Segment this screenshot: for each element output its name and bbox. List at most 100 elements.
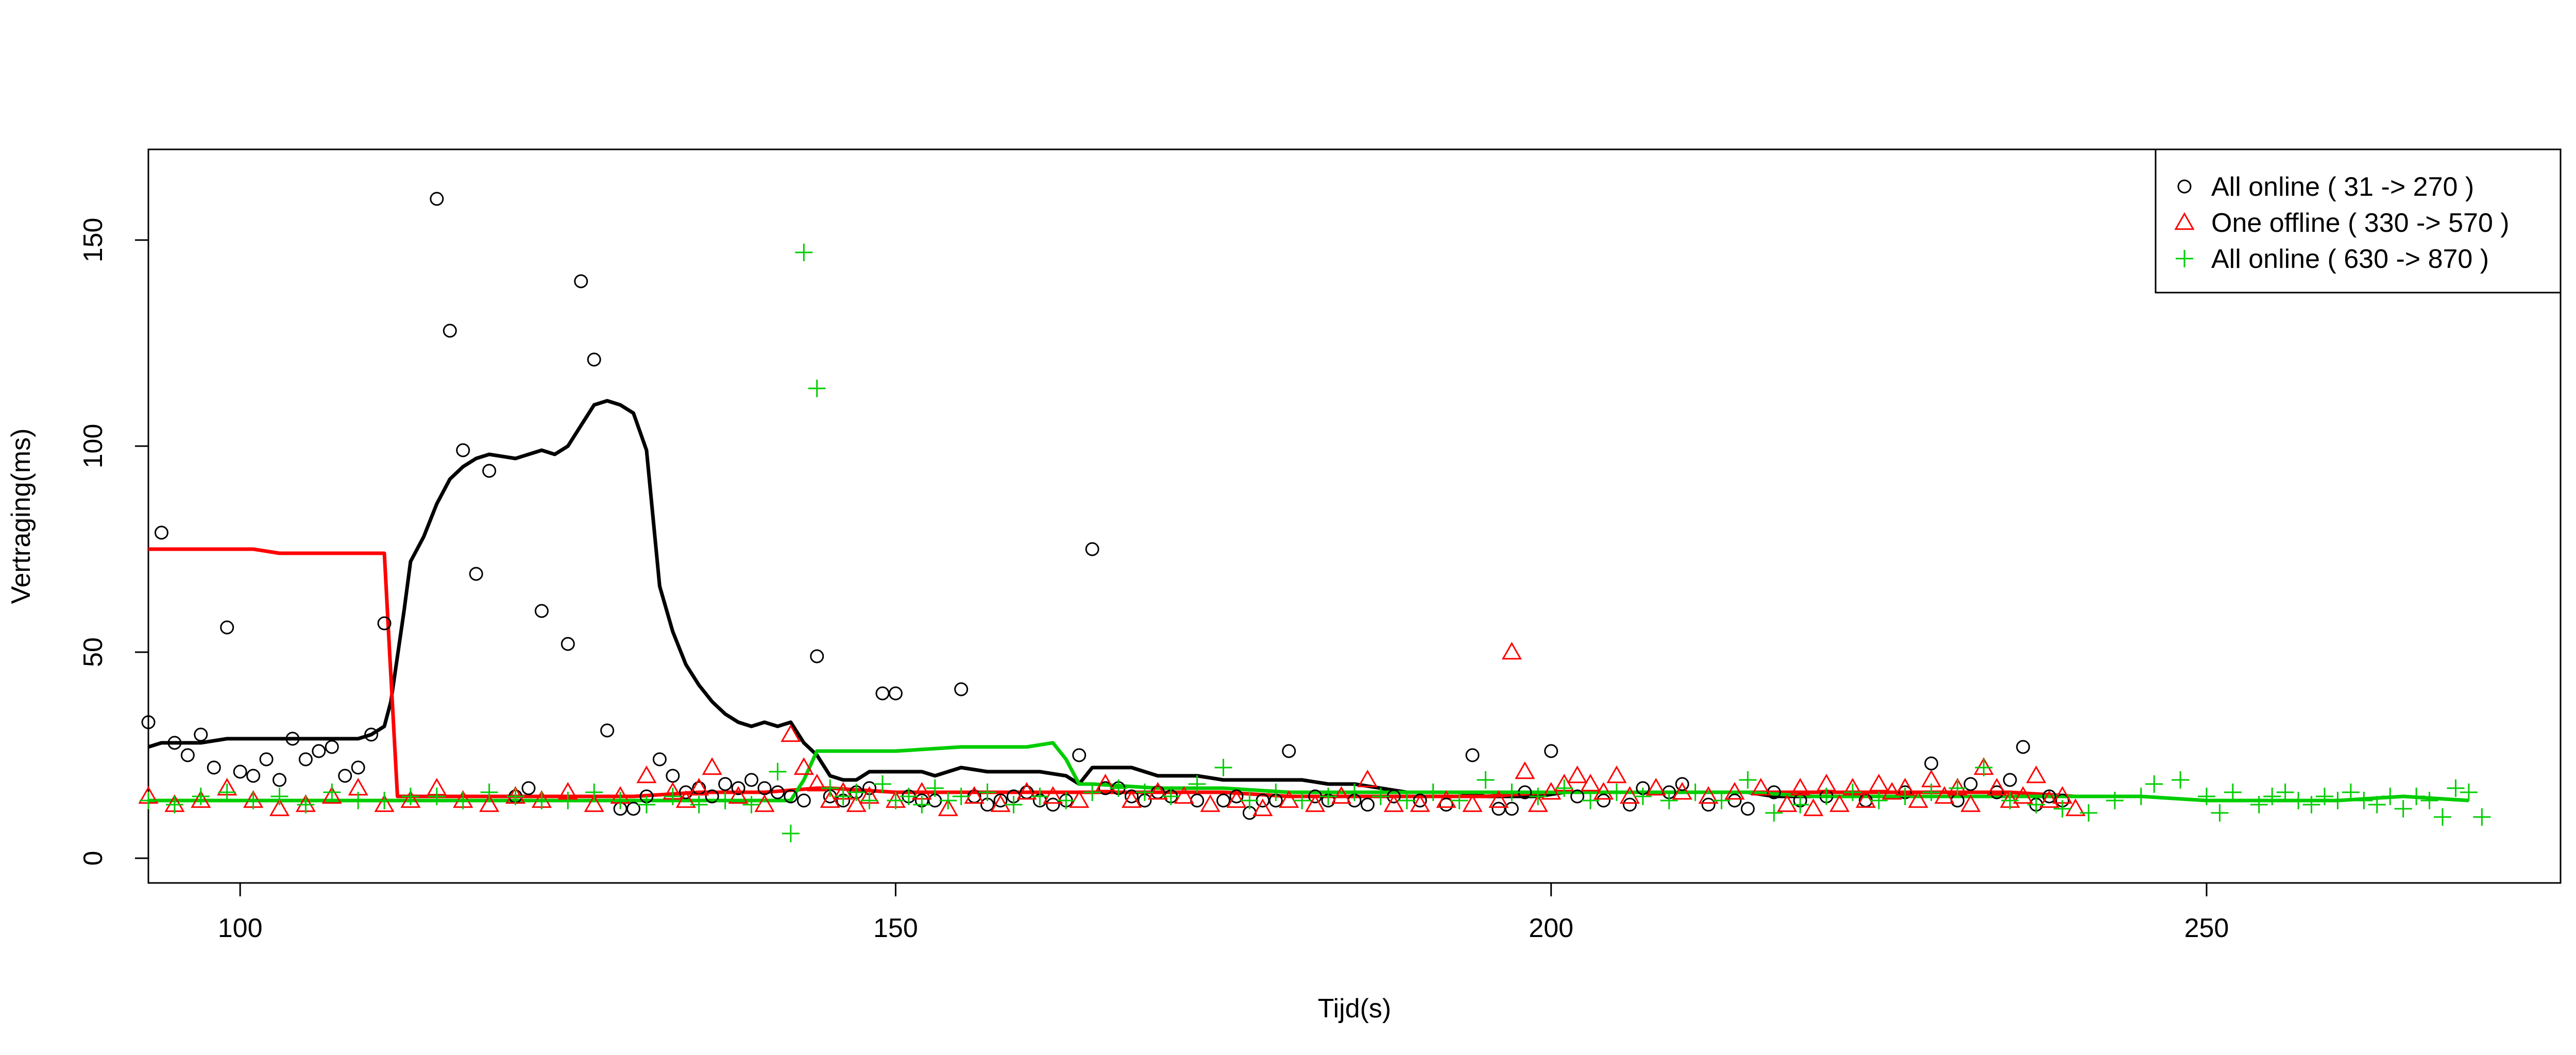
y-tick-label: 50 [78,637,108,667]
data-point [194,727,208,742]
data-point [233,764,247,779]
trend-line-1 [147,399,2063,798]
data-point [338,769,352,783]
data-point [1646,777,1666,796]
x-tick-label: 200 [1529,913,1573,943]
data-point [887,792,905,809]
data-point [796,793,811,808]
data-point [2079,804,2097,822]
series-1-points [141,192,2070,820]
data-point [1504,802,1519,816]
data-point [2302,796,2320,813]
data-point [860,792,878,809]
legend-item: All online ( 630 -> 870 ) [2176,244,2489,274]
data-point [1593,781,1614,800]
data-point [2433,808,2451,826]
data-point [636,765,657,784]
data-point [1293,792,1311,809]
data-point [1739,771,1757,789]
data-point [2290,792,2308,809]
data-point [1136,784,1154,801]
data-point [2460,784,2478,801]
data-point [2211,804,2229,822]
data-point [456,443,470,457]
data-point [1371,788,1389,805]
data-point [1869,773,1889,792]
data-point [180,748,195,762]
data-point [298,752,313,767]
data-point [1790,777,1810,796]
data-point [1751,777,1771,796]
data-point [1200,794,1221,812]
data-point [1305,794,1326,812]
data-point [2355,792,2373,809]
data-point [754,794,775,812]
data-point [689,777,709,796]
x-tick-label: 150 [873,913,918,943]
data-point [848,784,866,801]
data-point [482,464,497,478]
data-point [1896,788,1914,805]
data-point [1948,779,1967,797]
data-point [2250,796,2268,813]
data-point [285,731,300,746]
data-point [728,786,749,804]
series-3-points [140,244,2491,842]
data-point [1214,759,1232,776]
data-point [1226,790,1247,808]
data-point [1492,802,1506,816]
data-point [1607,784,1625,801]
data-point [2027,796,2045,813]
data-point [742,796,760,813]
data-point [1190,793,1205,808]
data-point [1282,744,1296,758]
trend-lines [147,399,2469,803]
data-point [1043,786,1063,804]
data-point [1252,798,1273,816]
data-point [626,802,640,816]
data-point [1580,773,1601,792]
data-point [2026,765,2046,784]
data-point [351,760,365,775]
data-point [140,792,157,809]
data-point [954,682,969,696]
data-point [323,784,341,801]
legend-label: All online ( 31 -> 270 ) [2211,172,2474,202]
data-point [769,763,787,780]
data-point [376,792,394,809]
data-point [1727,793,1742,808]
data-point [2039,790,2060,808]
data-point [1619,786,1640,804]
data-point [1147,781,1168,800]
data-point [1319,788,1337,805]
data-point [1924,756,1939,771]
data-point [1803,798,1824,816]
data-point [480,784,498,801]
data-point [782,825,800,842]
data-point [220,620,234,635]
data-point [1057,792,1075,809]
data-point [400,790,421,808]
data-point [2197,788,2215,805]
data-point [784,789,798,804]
data-point [430,192,444,206]
data-point [559,792,577,809]
data-point [808,380,826,397]
data-point [1960,794,1981,812]
data-point [964,786,985,804]
data-point [1398,792,1416,809]
data-point [192,788,210,805]
legend-label: All online ( 630 -> 870 ) [2211,244,2489,274]
data-point [1529,788,1547,805]
data-point [584,794,604,812]
data-point [1031,788,1049,805]
data-point [1675,777,1689,791]
data-point [1672,781,1692,800]
data-point [2132,788,2150,805]
data-point [585,784,603,801]
data-point [454,792,472,809]
data-point [401,788,419,805]
data-point [2016,740,2030,754]
data-point [939,792,957,809]
data-point [167,736,182,750]
